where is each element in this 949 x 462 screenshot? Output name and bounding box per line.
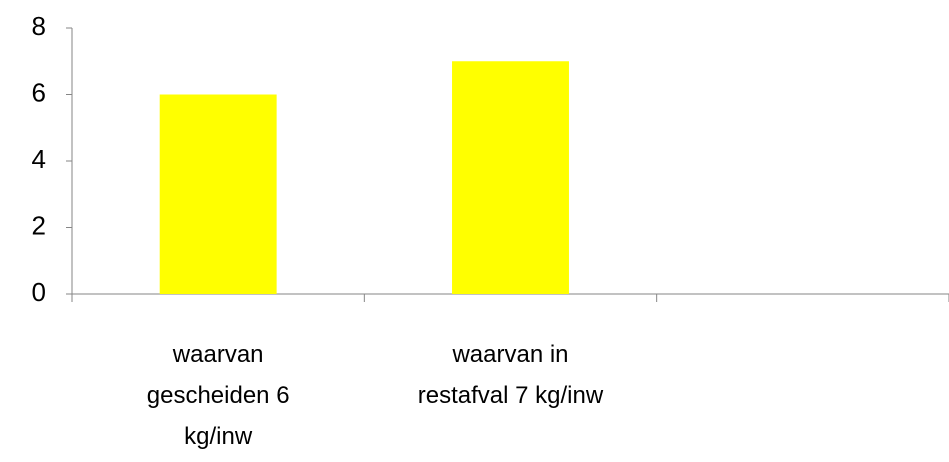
x-tick-label: waarvan gescheiden 6 kg/inw <box>146 341 290 450</box>
y-tick-label: 6 <box>32 77 46 107</box>
y-tick-label: 0 <box>32 277 46 307</box>
bar <box>159 94 277 294</box>
y-tick-label: 8 <box>32 11 46 41</box>
y-tick-label: 4 <box>32 144 46 174</box>
y-tick-label: 2 <box>32 210 46 240</box>
bar <box>452 61 569 294</box>
x-tick-label: waarvan in restafval 7 kg/inw <box>417 341 604 409</box>
